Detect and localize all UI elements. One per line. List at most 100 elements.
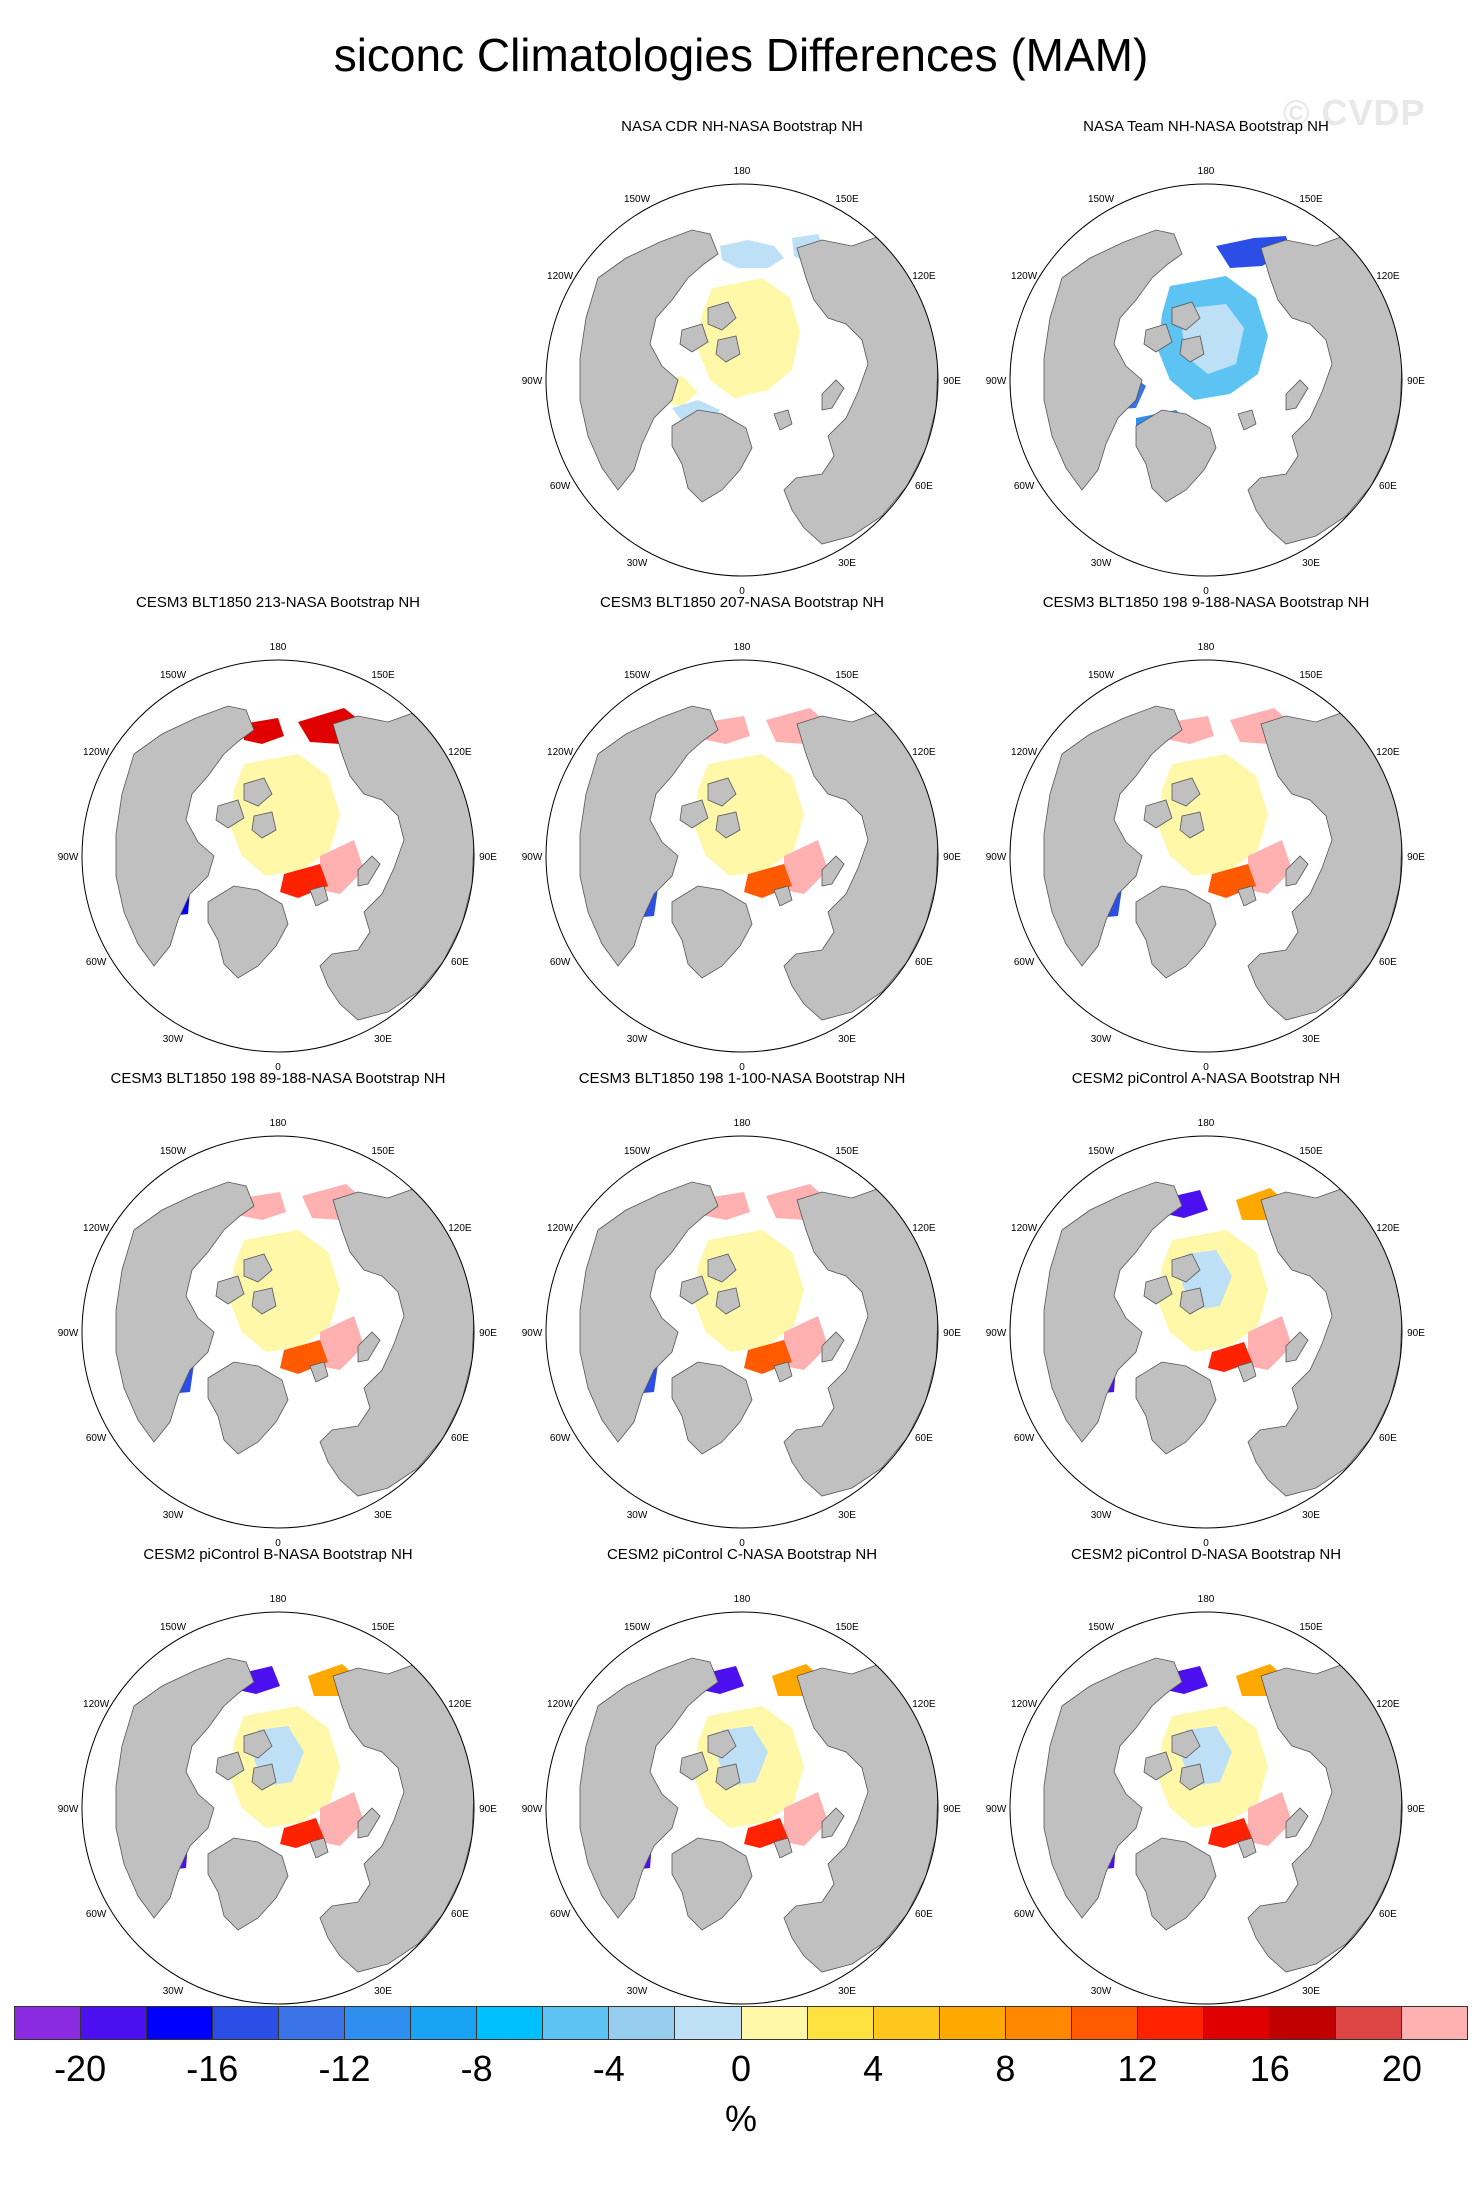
- longitude-label: 120E: [448, 747, 472, 758]
- longitude-label: 30E: [838, 1510, 856, 1521]
- longitude-label: 0: [739, 1062, 745, 1073]
- colorbar-swatch: [147, 2006, 214, 2040]
- figure-title: siconc Climatologies Differences (MAM): [333, 29, 1149, 81]
- map-panel: NASA Team NH-NASA Bootstrap NH 180 150E 120…: [986, 118, 1426, 597]
- land-mass: [1285, 855, 1309, 887]
- sea-ice-difference: [1248, 840, 1292, 894]
- longitude-label: 90E: [1407, 376, 1425, 387]
- longitude-label: 150W: [160, 1622, 187, 1633]
- longitude-label: 120E: [1376, 1699, 1400, 1710]
- land-mass: [679, 323, 709, 353]
- longitude-label: 30E: [1302, 558, 1320, 569]
- land-mass: [1143, 1275, 1173, 1305]
- longitude-label: 150W: [624, 1146, 651, 1157]
- longitude-label: 180: [734, 1118, 751, 1129]
- panel-title: CESM2 piControl A-NASA Bootstrap NH: [1071, 1070, 1341, 1087]
- longitude-label: 30E: [1302, 1034, 1320, 1045]
- colorbar-swatch: [1335, 2006, 1402, 2040]
- land-mass: [1285, 1807, 1309, 1839]
- longitude-label: 60E: [1379, 1909, 1397, 1920]
- longitude-label: 150E: [835, 670, 859, 681]
- longitude-label: 120E: [1376, 271, 1400, 282]
- longitude-label: 180: [1198, 1118, 1215, 1129]
- sea-ice-difference: [320, 1316, 364, 1370]
- panel-title: CESM2 piControl C-NASA Bootstrap NH: [606, 1546, 878, 1563]
- land-mass: [1171, 777, 1201, 807]
- sea-ice-difference: [706, 1192, 750, 1220]
- land-mass: [1171, 1253, 1201, 1283]
- longitude-label: 150E: [835, 1622, 859, 1633]
- longitude-label: 30W: [627, 1510, 648, 1521]
- longitude-label: 60E: [915, 1909, 933, 1920]
- longitude-label: 30E: [374, 1510, 392, 1521]
- land-mass: [243, 1253, 273, 1283]
- colorbar-tick-label: -4: [592, 2048, 625, 2089]
- longitude-label: 150E: [371, 1622, 395, 1633]
- longitude-label: 180: [734, 642, 751, 653]
- longitude-label: 180: [270, 642, 287, 653]
- colorbar-swatch: [1137, 2006, 1204, 2040]
- land-mass: [357, 1807, 381, 1839]
- longitude-label: 120W: [547, 271, 574, 282]
- longitude-label: 60E: [1379, 1433, 1397, 1444]
- land-mass: [115, 705, 255, 967]
- longitude-label: 120E: [912, 1699, 936, 1710]
- longitude-label: 0: [1203, 1538, 1209, 1549]
- land-mass: [309, 1361, 329, 1383]
- longitude-label: 150W: [1088, 194, 1115, 205]
- land-mass: [215, 799, 245, 829]
- longitude-label: 30W: [1091, 1986, 1112, 1997]
- longitude-label: 90W: [58, 852, 79, 863]
- colorbar-swatch: [675, 2006, 742, 2040]
- land-mass: [1135, 409, 1217, 503]
- land-mass: [679, 1751, 709, 1781]
- land-mass: [671, 885, 753, 979]
- colorbar-tick-label: 20: [1381, 2048, 1422, 2089]
- land-mass: [309, 1837, 329, 1859]
- sea-ice-difference: [744, 1818, 788, 1848]
- panel-title: NASA CDR NH-NASA Bootstrap NH: [621, 118, 863, 135]
- longitude-label: 0: [1203, 1062, 1209, 1073]
- map-panel: CESM3 BLT1850 198 9-188-NASA Bootstrap N…: [986, 594, 1426, 1073]
- colorbar-tick-label: -12: [318, 2048, 371, 2089]
- land-mass: [715, 811, 741, 839]
- land-mass: [1285, 1331, 1309, 1363]
- land-mass: [1237, 1361, 1257, 1383]
- land-mass: [1237, 409, 1257, 431]
- longitude-label: 150E: [371, 1146, 395, 1157]
- colorbar-swatch: [14, 2006, 82, 2040]
- longitude-label: 90W: [522, 1804, 543, 1815]
- longitude-label: 90W: [986, 376, 1007, 387]
- longitude-label: 180: [270, 1594, 287, 1605]
- colorbar-swatch: [411, 2006, 478, 2040]
- map-boundary: [1009, 1135, 1403, 1529]
- longitude-label: 150E: [1299, 194, 1323, 205]
- colorbar-tick-label: 0: [730, 2048, 752, 2089]
- sea-ice-difference: [1208, 1818, 1252, 1848]
- land-mass: [821, 379, 845, 411]
- longitude-label: 180: [1198, 166, 1215, 177]
- land-mass: [1179, 1287, 1205, 1315]
- map-boundary: [81, 659, 475, 1053]
- land-mass: [207, 1361, 289, 1455]
- panel-title: CESM2 piControl B-NASA Bootstrap NH: [143, 1546, 413, 1563]
- longitude-label: 150W: [624, 194, 651, 205]
- longitude-label: 150W: [1088, 670, 1115, 681]
- longitude-label: 180: [270, 1118, 287, 1129]
- colorbar-swatch: [807, 2006, 874, 2040]
- sea-ice-difference: [1170, 716, 1214, 744]
- colorbar-swatch: [741, 2006, 808, 2040]
- sea-ice-difference: [1248, 1792, 1292, 1846]
- colorbar-tick-label: -20: [54, 2048, 107, 2089]
- longitude-label: 0: [739, 586, 745, 597]
- land-mass: [671, 409, 753, 503]
- longitude-label: 60W: [1014, 957, 1035, 968]
- panel-title: CESM3 BLT1850 198 9-188-NASA Bootstrap N…: [1042, 594, 1370, 611]
- colorbar-swatch: [1401, 2006, 1469, 2040]
- colorbar-units: %: [724, 2098, 757, 2139]
- land-mass: [243, 1729, 273, 1759]
- land-mass: [207, 885, 289, 979]
